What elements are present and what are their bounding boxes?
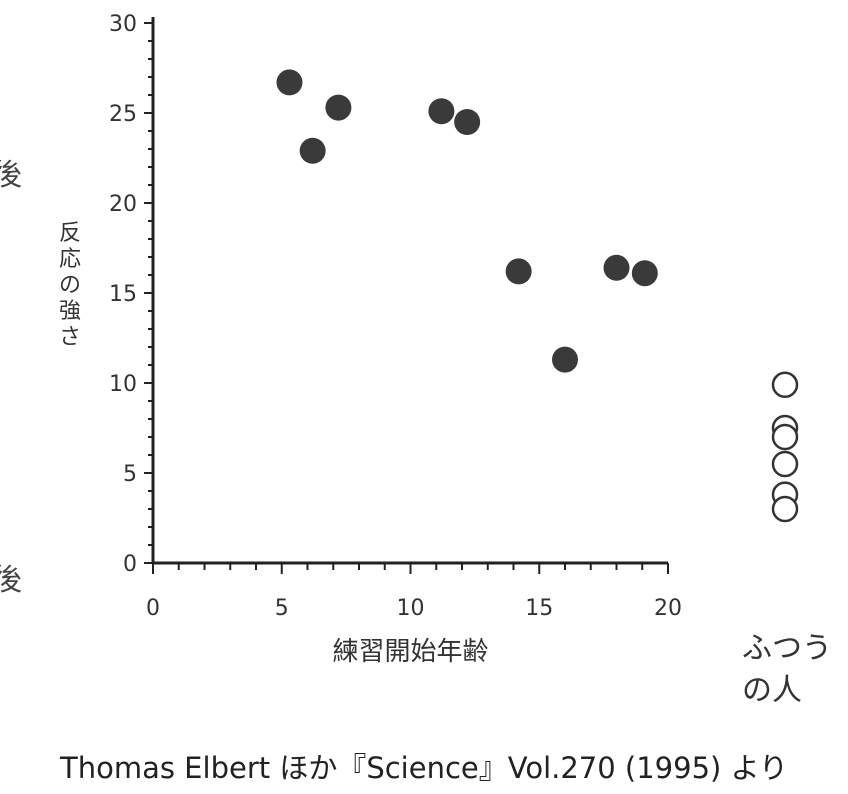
- normal-point: [771, 495, 799, 523]
- y-tick-label: 5: [123, 462, 137, 487]
- data-points: [276, 69, 658, 373]
- side-glyph-bottom: 後: [0, 563, 22, 598]
- x-tick-label: 20: [654, 596, 682, 621]
- data-point: [276, 69, 303, 96]
- x-axis-label: 練習開始年齢: [332, 637, 488, 667]
- x-tick-label: 0: [146, 596, 160, 621]
- y-tick-label: 10: [109, 372, 137, 397]
- normal-point: [771, 371, 799, 399]
- normal-label-line: ふつう: [742, 631, 832, 666]
- y-tick-label: 25: [109, 102, 137, 127]
- data-point: [454, 109, 481, 135]
- normal-point: [771, 450, 799, 478]
- y-tick-label: 20: [109, 192, 137, 217]
- data-point: [505, 258, 532, 285]
- axes: [151, 17, 668, 565]
- data-point: [631, 260, 658, 287]
- y-axis-label: 反応の強さ: [59, 221, 81, 350]
- normal-people-points: [771, 371, 799, 523]
- y-axis-ticks: 0 5 10 15 20 25 30: [109, 12, 153, 577]
- normal-point: [771, 423, 799, 451]
- data-point: [428, 98, 455, 125]
- y-tick-label: 15: [109, 282, 137, 307]
- normal-label-line: の人: [742, 673, 802, 708]
- x-tick-label: 10: [397, 596, 425, 621]
- x-tick-label: 15: [525, 596, 553, 621]
- data-point: [603, 254, 630, 281]
- source-caption: Thomas Elbert ほか『Science』Vol.270 (1995) …: [60, 751, 788, 785]
- data-point: [552, 346, 578, 373]
- x-axis-ticks: 0 5 10 15 20: [146, 563, 682, 621]
- data-point: [299, 137, 326, 164]
- data-point: [325, 94, 352, 121]
- side-glyph-top: 後: [0, 158, 22, 193]
- x-tick-label: 5: [275, 596, 289, 621]
- y-tick-label: 30: [109, 12, 137, 37]
- y-tick-label: 0: [123, 552, 137, 577]
